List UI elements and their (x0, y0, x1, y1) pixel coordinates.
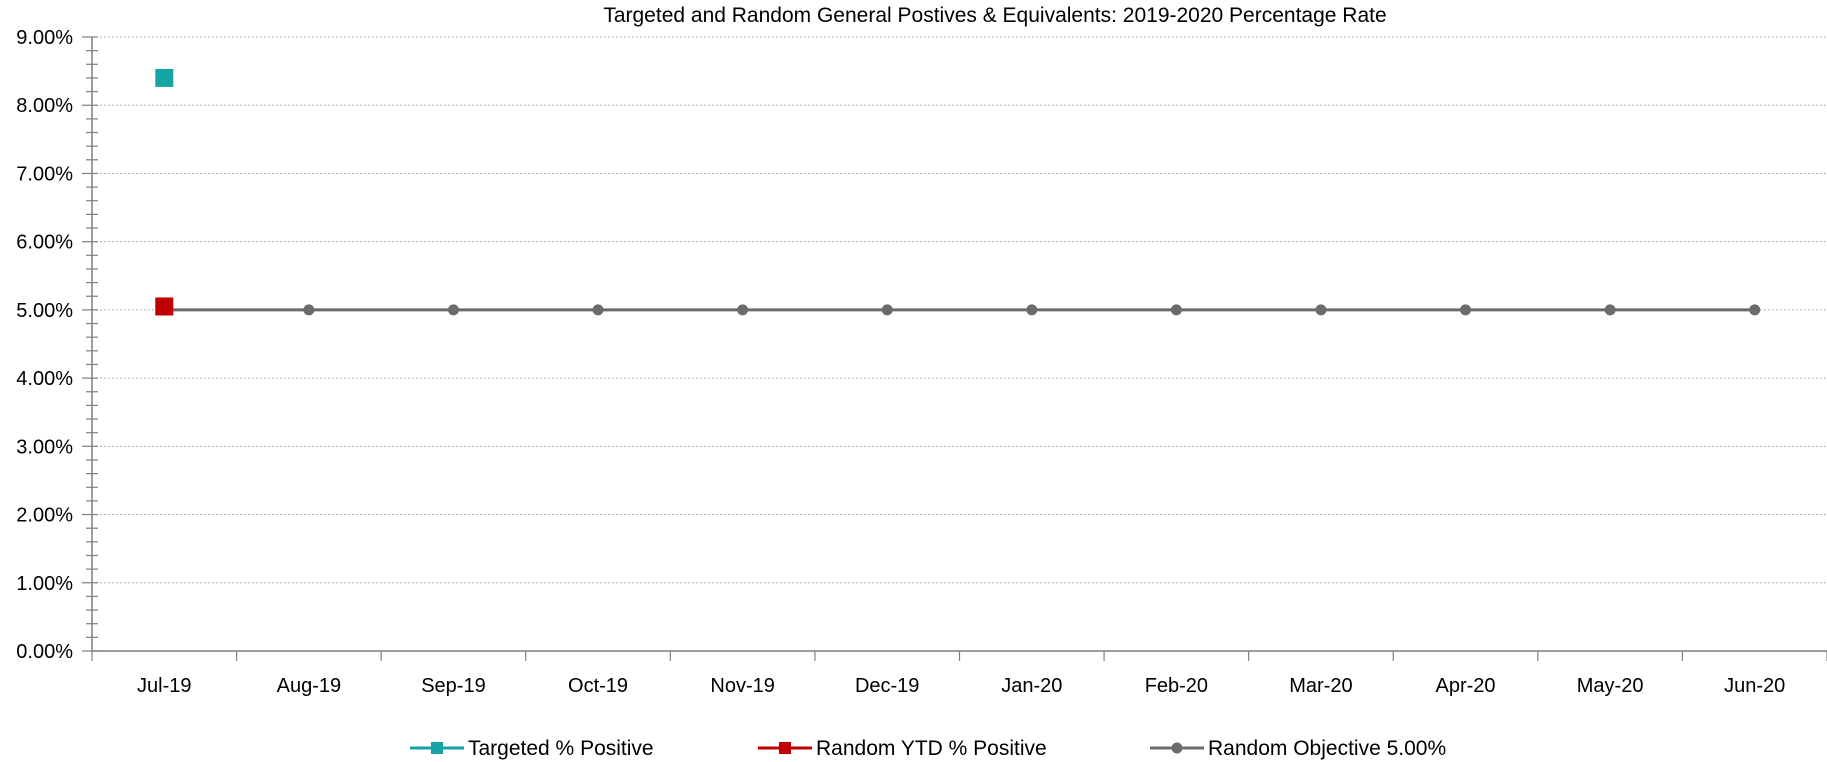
legend-marker (1171, 742, 1183, 754)
x-tick-label: Nov-19 (710, 675, 774, 697)
data-point (737, 304, 749, 316)
x-tick-label: Feb-20 (1145, 675, 1208, 697)
data-point (1170, 304, 1182, 316)
chart-title: Targeted and Random General Postives & E… (603, 4, 1386, 27)
x-tick-label: Jun-20 (1724, 675, 1785, 697)
data-point (881, 304, 893, 316)
x-tick-label: Mar-20 (1289, 675, 1352, 697)
legend-label: Random YTD % Positive (816, 737, 1047, 760)
legend-label: Targeted % Positive (468, 737, 654, 760)
data-point (1026, 304, 1038, 316)
data-point (592, 304, 604, 316)
x-tick-label: Apr-20 (1436, 675, 1496, 697)
x-tick-label: May-20 (1577, 675, 1644, 697)
y-tick-label: 0.00% (16, 641, 73, 663)
data-point (155, 297, 174, 316)
legend: Targeted % Positive Random YTD % Positive… (410, 737, 1446, 760)
x-tick-label: Jan-20 (1001, 675, 1062, 697)
data-point (303, 304, 315, 316)
legend-item: Targeted % Positive (410, 737, 654, 760)
data-point (1315, 304, 1327, 316)
y-tick-label: 3.00% (16, 436, 73, 458)
legend-item: Random Objective 5.00% (1150, 737, 1446, 760)
data-point (155, 68, 174, 87)
legend-label: Random Objective 5.00% (1208, 737, 1446, 760)
plot-area (155, 68, 1761, 316)
y-tick-label: 6.00% (16, 232, 73, 254)
y-tick-label: 8.00% (16, 95, 73, 117)
y-tick-label: 5.00% (16, 300, 73, 322)
x-tick-label: Oct-19 (568, 675, 628, 697)
y-tick-label: 2.00% (16, 505, 73, 527)
y-tick-label: 9.00% (16, 27, 73, 49)
data-point (1749, 304, 1761, 316)
axes: 0.00% 1.00% 2.00% 3.00% 4.00% 5.00% 6.00% 7.00%… (16, 27, 1827, 697)
data-point (1604, 304, 1616, 316)
y-tick-label: 1.00% (16, 573, 73, 595)
y-tick-label: 4.00% (16, 368, 73, 390)
x-tick-label: Sep-19 (421, 675, 486, 697)
legend-marker (779, 742, 791, 754)
x-tick-label: Dec-19 (855, 675, 919, 697)
data-point (1460, 304, 1472, 316)
y-tick-label: 7.00% (16, 163, 73, 185)
legend-item: Random YTD % Positive (758, 737, 1047, 760)
x-tick-label: Jul-19 (137, 675, 191, 697)
legend-marker (431, 742, 443, 754)
x-tick-label: Aug-19 (277, 675, 342, 697)
data-point (447, 304, 459, 316)
